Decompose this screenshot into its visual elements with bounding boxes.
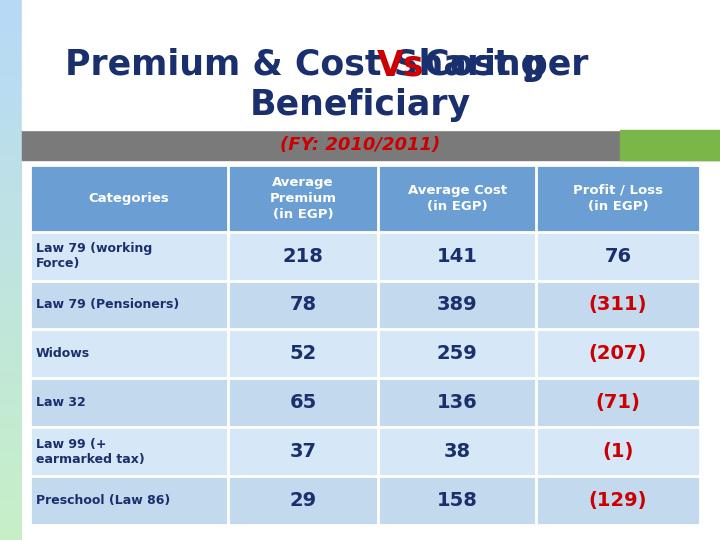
Text: Cost per: Cost per bbox=[412, 48, 588, 82]
Text: Profit / Loss
(in EGP): Profit / Loss (in EGP) bbox=[573, 184, 663, 213]
Text: (1): (1) bbox=[602, 442, 634, 461]
Text: Average Cost
(in EGP): Average Cost (in EGP) bbox=[408, 184, 507, 213]
Text: 259: 259 bbox=[437, 345, 477, 363]
Text: (71): (71) bbox=[595, 393, 640, 412]
Text: 158: 158 bbox=[437, 491, 477, 510]
Text: 78: 78 bbox=[289, 295, 317, 314]
Text: Premium & Cost Sharing: Premium & Cost Sharing bbox=[65, 48, 557, 82]
Text: 65: 65 bbox=[289, 393, 317, 412]
Text: 136: 136 bbox=[437, 393, 477, 412]
Bar bbox=[22, 0, 720, 130]
Text: Widows: Widows bbox=[36, 347, 90, 360]
Text: Vs: Vs bbox=[377, 48, 425, 82]
Text: (311): (311) bbox=[589, 295, 647, 314]
Text: 76: 76 bbox=[604, 247, 631, 266]
Text: (207): (207) bbox=[589, 345, 647, 363]
Bar bbox=[30, 232, 700, 280]
Text: 218: 218 bbox=[282, 247, 323, 266]
Bar bbox=[30, 427, 700, 476]
Text: Law 32: Law 32 bbox=[36, 396, 86, 409]
Text: Categories: Categories bbox=[89, 192, 169, 205]
Bar bbox=[22, 130, 720, 160]
Text: (FY: 2010/2011): (FY: 2010/2011) bbox=[280, 136, 440, 154]
Text: 52: 52 bbox=[289, 345, 317, 363]
Bar bbox=[30, 476, 700, 525]
Bar bbox=[30, 379, 700, 427]
Bar bbox=[30, 165, 700, 525]
Bar bbox=[30, 165, 700, 232]
Text: Law 79 (working
Force): Law 79 (working Force) bbox=[36, 242, 152, 270]
Text: Preschool (Law 86): Preschool (Law 86) bbox=[36, 494, 170, 507]
Text: 29: 29 bbox=[289, 491, 317, 510]
Text: Average
Premium
(in EGP): Average Premium (in EGP) bbox=[269, 176, 336, 221]
Text: 37: 37 bbox=[289, 442, 317, 461]
Text: Law 79 (Pensioners): Law 79 (Pensioners) bbox=[36, 299, 179, 312]
Text: (129): (129) bbox=[589, 491, 647, 510]
Text: Beneficiary: Beneficiary bbox=[249, 88, 471, 122]
Bar bbox=[620, 130, 720, 160]
Text: 38: 38 bbox=[444, 442, 471, 461]
Bar bbox=[30, 280, 700, 329]
Text: Law 99 (+
earmarked tax): Law 99 (+ earmarked tax) bbox=[36, 437, 145, 465]
Text: 141: 141 bbox=[437, 247, 477, 266]
Bar bbox=[30, 329, 700, 379]
Text: 389: 389 bbox=[437, 295, 477, 314]
